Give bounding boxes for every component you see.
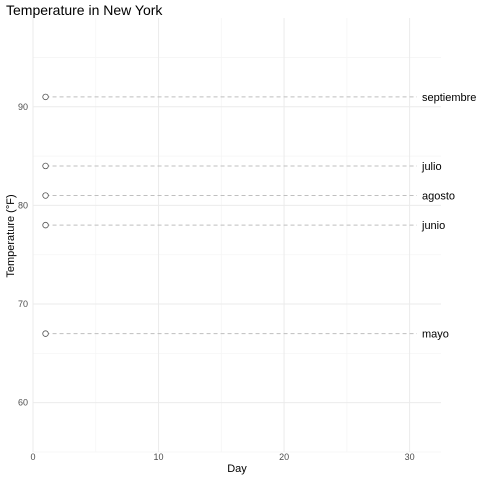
x-tick-label: 20 [279, 452, 289, 462]
y-tick-label: 90 [18, 102, 28, 112]
y-axis-ticks: 60 70 80 90 [18, 102, 28, 408]
data-point [42, 221, 49, 229]
y-tick-label: 80 [18, 200, 28, 210]
series-label: julio [421, 161, 442, 173]
x-axis-ticks: 0 10 20 30 [30, 452, 414, 462]
x-axis-title: Day [227, 463, 247, 475]
data-point [42, 192, 49, 199]
y-tick-label: 70 [18, 299, 28, 309]
reference-lines [45, 96, 417, 335]
y-tick-label: 60 [18, 398, 28, 408]
x-tick-label: 30 [405, 452, 415, 462]
series-label: septiembre [422, 92, 476, 104]
data-point [42, 93, 49, 101]
chart-title: Temperature in New York [6, 2, 163, 18]
data-points [42, 93, 49, 337]
grid [32, 18, 441, 453]
y-axis-title: Temperature (°F) [5, 194, 17, 277]
x-tick-label: 0 [30, 452, 35, 462]
x-tick-label: 10 [154, 452, 164, 462]
data-point [42, 162, 49, 170]
series-labels: septiembre julio agosto junio mayo [421, 92, 476, 341]
series-label: mayo [422, 329, 449, 341]
data-point [42, 330, 49, 337]
series-label: agosto [422, 191, 455, 203]
series-label: junio [421, 220, 445, 232]
